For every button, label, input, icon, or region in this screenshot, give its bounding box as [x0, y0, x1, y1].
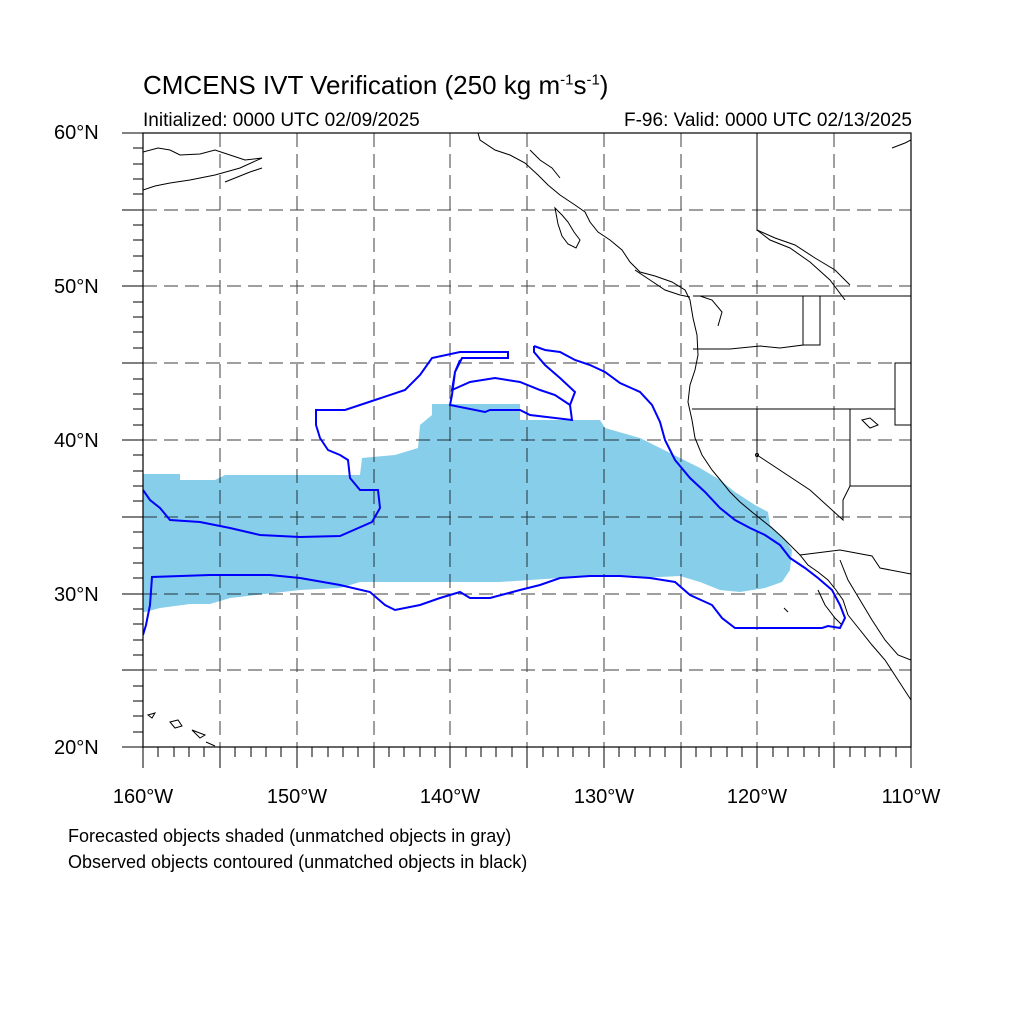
axis-ticks — [122, 132, 912, 768]
lon-label-160w: 160°W — [112, 786, 174, 808]
lat-label-50n: 50°N — [54, 276, 99, 298]
forecast-ivt-object — [143, 404, 792, 612]
legend-forecast-note: Forecasted objects shaded (unmatched obj… — [68, 826, 512, 846]
lon-label-140w: 140°W — [419, 786, 481, 808]
lon-label-150w: 150°W — [266, 786, 328, 808]
lon-label-130w: 130°W — [573, 786, 635, 808]
grid-lines — [143, 133, 911, 747]
lat-label-30n: 30°N — [54, 584, 99, 606]
lat-label-40n: 40°N — [54, 430, 99, 452]
lat-label-20n: 20°N — [54, 737, 99, 759]
coastlines — [143, 133, 911, 747]
map-title: CMCENS IVT Verification (250 kg m-1s-1) — [143, 70, 609, 100]
lon-label-110w: 110°W — [881, 786, 941, 808]
legend-observed-note: Observed objects contoured (unmatched ob… — [68, 852, 528, 872]
initialized-time: Initialized: 0000 UTC 02/09/2025 — [143, 110, 420, 131]
lon-label-120w: 120°W — [726, 786, 788, 808]
valid-time: F-96: Valid: 0000 UTC 02/13/2025 — [624, 110, 912, 131]
lat-label-60n: 60°N — [54, 122, 99, 144]
observed-ivt-object — [143, 345, 847, 636]
